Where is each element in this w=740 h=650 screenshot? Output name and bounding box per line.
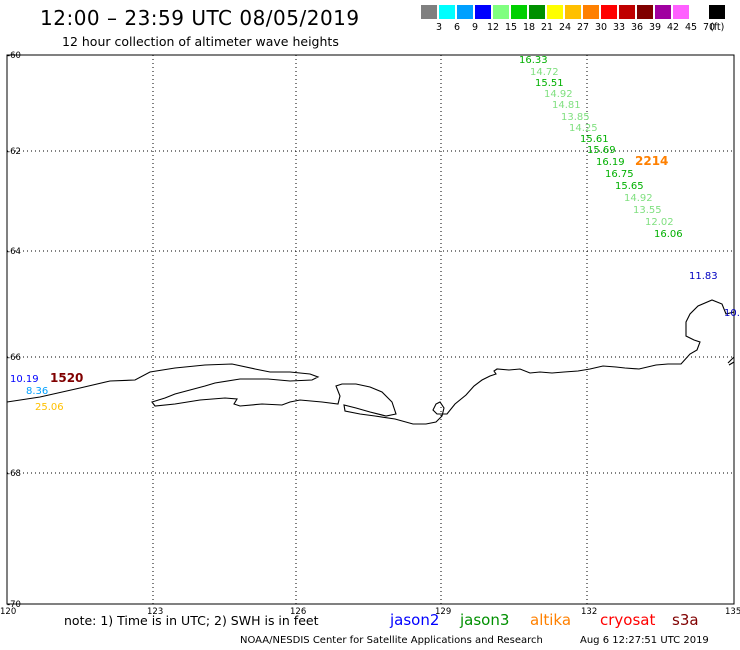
swh-label: 14.92 [544, 89, 573, 100]
longitude-labels: 120 123 126 129 132 135 [0, 607, 740, 617]
longitude-label: 123 [147, 607, 163, 617]
legend-swatch [511, 5, 527, 19]
swh-label: 14.92 [624, 193, 653, 204]
legend-swatch [439, 5, 455, 19]
legend-level-label: 21 [540, 22, 554, 33]
legend-swatch [529, 5, 545, 19]
longitude-label: 120 [0, 607, 16, 617]
swh-label-orange-west: 25.06 [35, 402, 64, 413]
swh-label: 16.75 [605, 169, 634, 180]
latitude-labels: -60 -62 -64 -66 -68 -70 [7, 51, 21, 610]
map-subtitle: 12 hour collection of altimeter wave hei… [62, 34, 339, 49]
legend-swatch [655, 5, 671, 19]
legend-level-label: 30 [594, 22, 608, 33]
swh-label: 13.85 [561, 112, 590, 123]
latitude-label: -62 [7, 147, 21, 157]
legend-level-label: 12 [486, 22, 500, 33]
legend-level-label: 70 [702, 22, 716, 33]
satellite-label-jason2: jason2 [390, 611, 440, 629]
map-frame [6, 54, 735, 605]
legend-level-label: 15 [504, 22, 518, 33]
swh-label-jason2-east-2: 10.9 [724, 308, 740, 319]
pass-time-label-west: 1520 [50, 371, 83, 385]
legend-level-label: 3 [435, 22, 443, 33]
graticule [7, 55, 734, 604]
legend-swatch [583, 5, 599, 19]
swh-label: 13.55 [633, 205, 662, 216]
legend-swatch [493, 5, 509, 19]
latitude-label: -60 [7, 51, 21, 61]
swh-label: 15.69 [587, 145, 616, 156]
legend-swatch [709, 5, 725, 19]
legend-swatch [619, 5, 635, 19]
longitude-label: 129 [435, 607, 451, 617]
coastline [6, 299, 735, 425]
latitude-label: -66 [7, 353, 21, 363]
swh-label-lightblue-west: 8.36 [26, 386, 48, 397]
legend-swatch [637, 5, 653, 19]
swh-label: 15.51 [535, 78, 564, 89]
swh-label: 15.65 [615, 181, 644, 192]
legend-level-label: 45 [684, 22, 698, 33]
swh-label: 16.33 [519, 55, 548, 66]
satellite-label-jason3: jason3 [460, 611, 510, 629]
swh-label: 12.02 [645, 217, 674, 228]
legend-level-label: 9 [471, 22, 479, 33]
legend-swatch [601, 5, 617, 19]
latitude-label: -70 [7, 600, 21, 610]
swh-label: 14.25 [569, 123, 598, 134]
satellite-label-s3a: s3a [672, 611, 699, 629]
legend-swatch [475, 5, 491, 19]
swh-label-jason2-west: 10.19 [10, 374, 39, 385]
legend-swatch [547, 5, 563, 19]
legend-level-label: 36 [630, 22, 644, 33]
legend-swatch [421, 5, 437, 19]
footer-note: note: 1) Time is in UTC; 2) SWH is in fe… [64, 613, 319, 628]
swh-label-jason2-east-1: 11.83 [689, 271, 718, 282]
legend-level-label: 27 [576, 22, 590, 33]
legend-swatch [673, 5, 689, 19]
pass-time-label: 2214 [635, 154, 668, 168]
satellite-label-cryosat: cryosat [600, 611, 656, 629]
west-observations: 10.19 1520 8.36 25.06 [10, 371, 83, 413]
map-title: 12:00 – 23:59 UTC 08/05/2019 [40, 6, 360, 30]
legend-level-label: 18 [522, 22, 536, 33]
legend-swatch [565, 5, 581, 19]
generation-timestamp: Aug 6 12:27:51 UTC 2019 [580, 635, 709, 646]
legend-level-label: 39 [648, 22, 662, 33]
legend-level-label: 24 [558, 22, 572, 33]
swh-label: 14.72 [530, 67, 559, 78]
credit-line: NOAA/NESDIS Center for Satellite Applica… [240, 635, 543, 646]
legend-level-label: 6 [453, 22, 461, 33]
swh-label: 16.19 [596, 157, 625, 168]
legend-level-label: 33 [612, 22, 626, 33]
legend-swatch [691, 5, 707, 19]
swh-label: 14.81 [552, 100, 581, 111]
swh-label: 16.06 [654, 229, 683, 240]
latitude-label: -64 [7, 247, 21, 257]
swh-label: 15.61 [580, 134, 609, 145]
jason2-east-observations: 11.83 10.9 [689, 271, 740, 319]
longitude-label: 135 [725, 607, 740, 617]
coastline-segment [727, 356, 735, 366]
legend-unit: (ft) [710, 22, 725, 33]
longitude-label: 126 [290, 607, 306, 617]
longitude-label: 132 [581, 607, 597, 617]
satellite-label-altika: altika [530, 611, 572, 629]
latitude-label: -68 [7, 469, 21, 479]
legend-swatch [457, 5, 473, 19]
legend-level-label: 42 [666, 22, 680, 33]
track-east-observations: 16.3314.7215.5114.9214.8113.8514.2515.61… [519, 55, 683, 240]
